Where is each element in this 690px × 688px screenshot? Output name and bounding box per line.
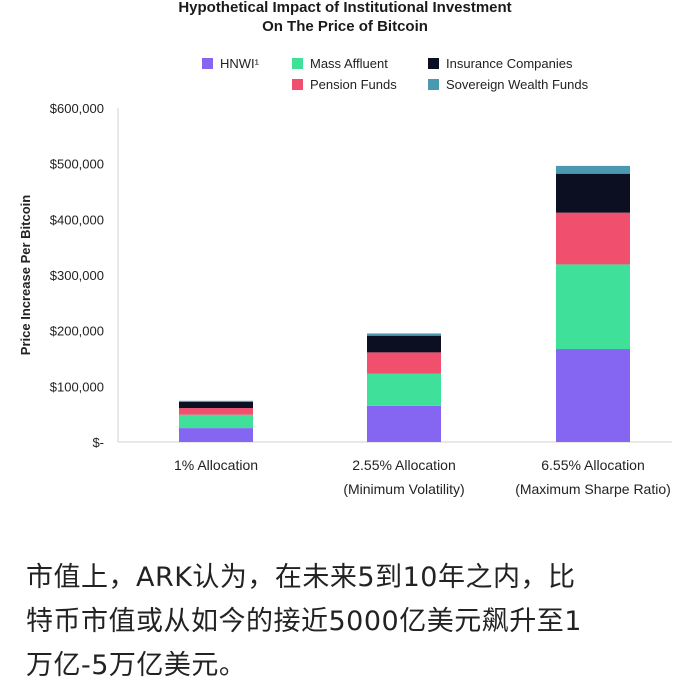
x-tick-label: 6.55% Allocation	[541, 457, 645, 473]
stacked-bar-chart: Hypothetical Impact of Institutional Inv…	[18, 0, 672, 497]
bar-segment	[179, 408, 253, 415]
x-tick-label: (Minimum Volatility)	[343, 481, 464, 497]
bar-segment	[556, 212, 630, 265]
bar-segment	[179, 428, 253, 442]
bar-segment	[179, 414, 253, 429]
bar-segment	[556, 264, 630, 350]
bar-segment	[179, 401, 253, 409]
legend-swatch	[292, 58, 303, 69]
bar-segment	[367, 335, 441, 353]
y-tick-label: $400,000	[50, 212, 104, 227]
chart-subtitle: On The Price of Bitcoin	[262, 18, 428, 35]
legend-label: HNWI¹	[220, 56, 260, 71]
y-tick-label: $500,000	[50, 157, 104, 172]
caption-line: 特币市值或从如今的接近5000亿美元飙升至1	[26, 606, 582, 637]
bar-segment	[367, 333, 441, 336]
y-axis-label: Price Increase Per Bitcoin	[18, 195, 33, 355]
y-tick-label: $300,000	[50, 268, 104, 283]
legend-swatch	[428, 58, 439, 69]
chart-svg: Hypothetical Impact of Institutional Inv…	[18, 0, 672, 497]
legend-swatch	[428, 79, 439, 90]
x-tick-label: 1% Allocation	[174, 457, 258, 473]
bar-segment	[367, 352, 441, 374]
caption-line: 万亿-5万亿美元。	[26, 650, 247, 681]
bar-segment	[367, 373, 441, 406]
y-tick-label: $-	[92, 435, 104, 450]
chart-title: Hypothetical Impact of Institutional Inv…	[178, 0, 511, 16]
caption-line: 市值上，ARK认为，在未来5到10年之内，比	[26, 562, 576, 593]
legend-swatch	[292, 79, 303, 90]
y-tick-label: $200,000	[50, 324, 104, 339]
bar-segment	[556, 173, 630, 213]
bar-segment	[179, 400, 253, 402]
bar-segment	[556, 349, 630, 442]
y-tick-label: $100,000	[50, 379, 104, 394]
legend-label: Pension Funds	[310, 77, 397, 92]
x-tick-label: 2.55% Allocation	[352, 457, 456, 473]
bar-segment	[556, 165, 630, 174]
caption-text: 市值上，ARK认为，在未来5到10年之内，比 特币市值或从如今的接近5000亿美…	[26, 556, 676, 688]
x-tick-label: (Maximum Sharpe Ratio)	[515, 481, 671, 497]
bar-segment	[367, 405, 441, 442]
legend-label: Insurance Companies	[446, 56, 573, 71]
legend-swatch	[202, 58, 213, 69]
legend-label: Mass Affluent	[310, 56, 388, 71]
legend-label: Sovereign Wealth Funds	[446, 77, 589, 92]
y-tick-label: $600,000	[50, 101, 104, 116]
